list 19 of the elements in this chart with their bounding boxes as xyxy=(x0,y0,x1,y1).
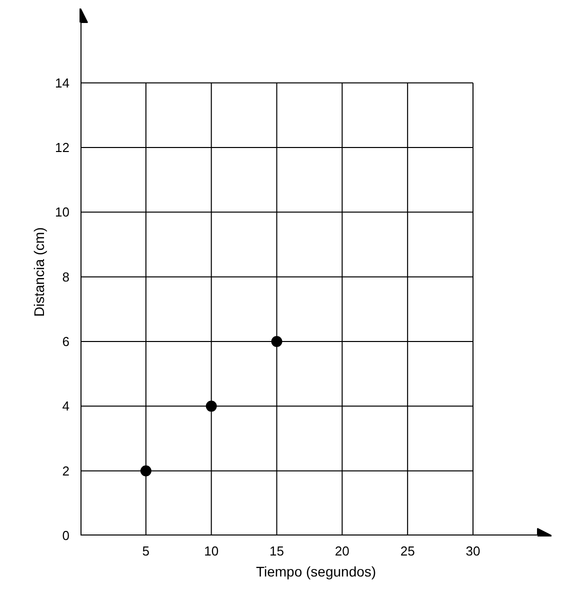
x-tick-label: 15 xyxy=(270,544,284,558)
point xyxy=(271,336,282,347)
y-tick-label: 2 xyxy=(62,463,70,478)
y-tick-label: 0 xyxy=(62,528,70,543)
point xyxy=(206,400,217,412)
x-tick-label: 30 xyxy=(466,544,480,558)
y-tick-label: 12 xyxy=(55,140,70,156)
x-tick-label: 25 xyxy=(400,544,415,558)
y-tick-label: 6 xyxy=(62,334,70,350)
x-axis-title: Tiempo (segundos) xyxy=(256,564,376,580)
y-tick-label: 10 xyxy=(55,204,70,220)
y-tick-label: 14 xyxy=(55,75,70,90)
y-tick-label: 8 xyxy=(62,269,70,284)
point xyxy=(140,465,152,476)
y-tick-label: 4 xyxy=(62,398,70,414)
x-tick-label: 10 xyxy=(204,544,219,558)
y-axis-title: Distancia (cm) xyxy=(31,227,48,317)
x-tick-label: 5 xyxy=(142,544,150,558)
x-tick-label: 20 xyxy=(334,544,350,558)
